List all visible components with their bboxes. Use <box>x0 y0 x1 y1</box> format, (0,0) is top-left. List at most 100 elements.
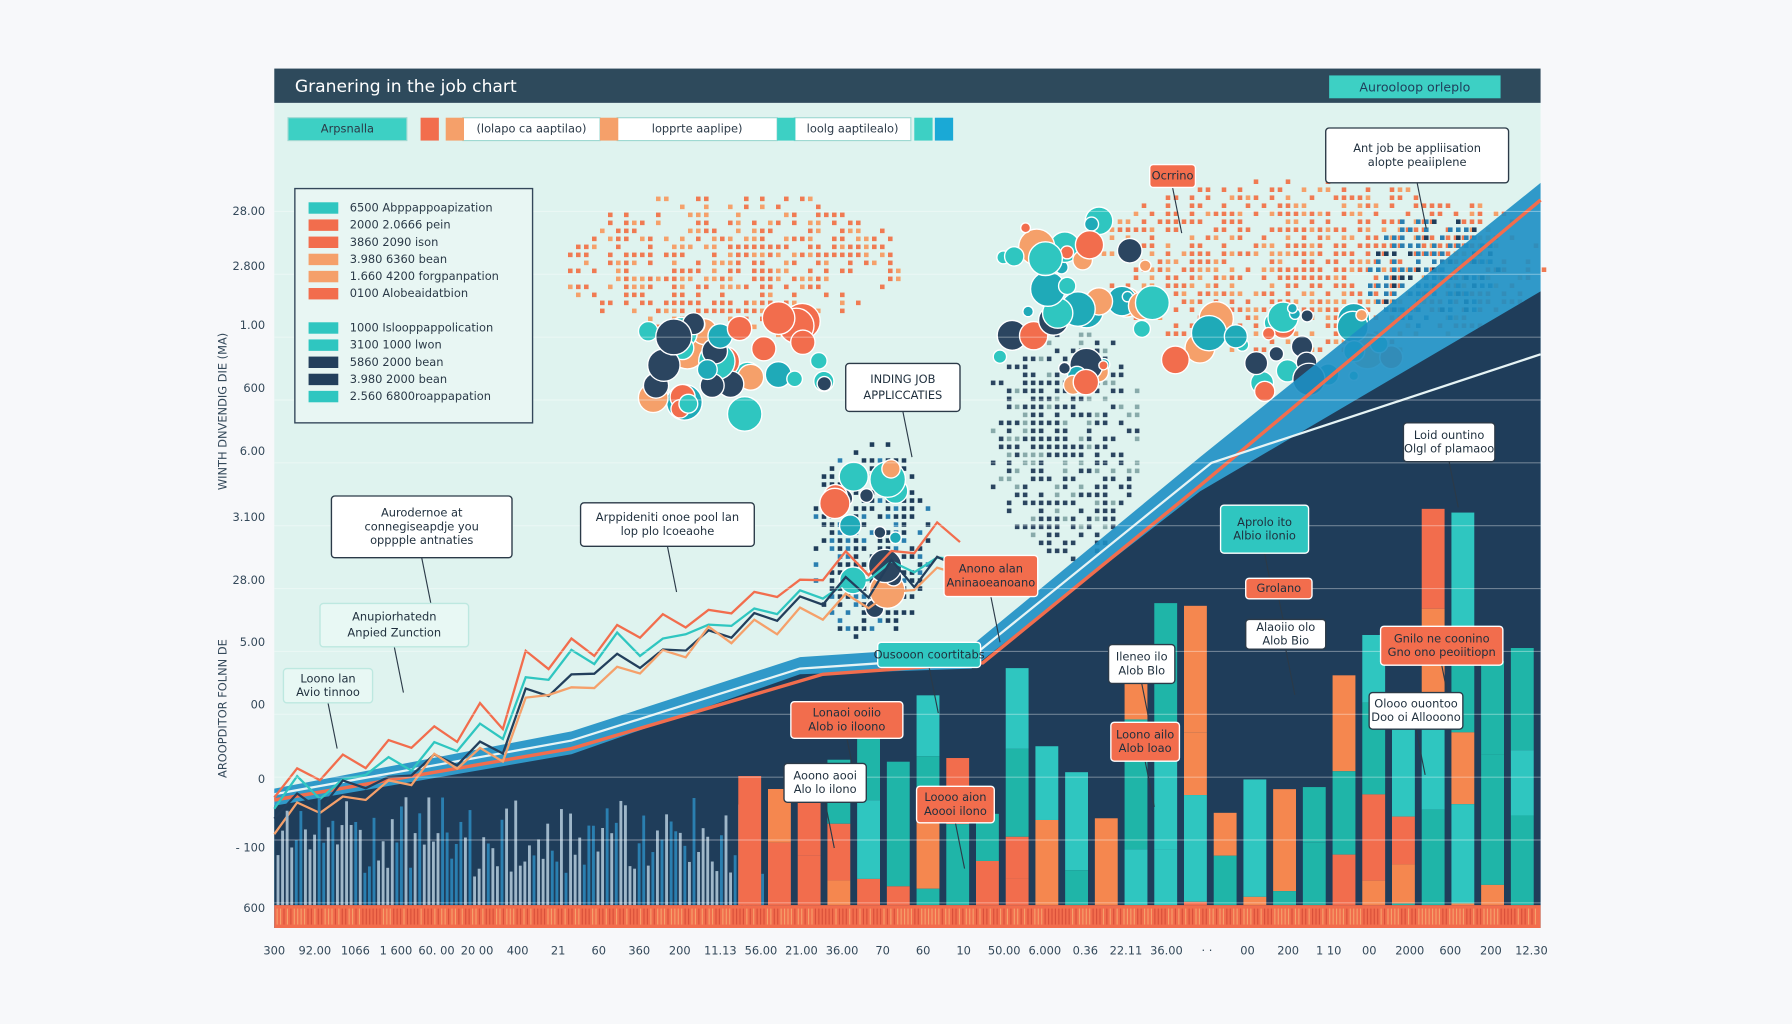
map-dot <box>1269 259 1275 264</box>
map-dot <box>1165 227 1171 232</box>
thin-bar <box>386 867 390 906</box>
map-dot <box>1030 460 1036 466</box>
strip-tick <box>1072 908 1074 925</box>
map-dot <box>1317 227 1323 232</box>
map-dot <box>1333 299 1339 304</box>
map-dot <box>1062 484 1068 490</box>
strip-tick <box>609 908 611 925</box>
map-dot <box>1221 211 1227 216</box>
map-dot <box>760 284 765 290</box>
strip-tick <box>873 908 875 925</box>
map-dot <box>1376 267 1381 272</box>
strip-tick <box>1243 908 1245 925</box>
map-dot <box>1325 227 1331 232</box>
map-dot <box>1416 259 1421 264</box>
bar-segment <box>1184 901 1207 906</box>
strip-tick <box>928 908 930 925</box>
map-dot <box>864 244 869 250</box>
map-dot <box>1453 211 1459 216</box>
strip-tick <box>1144 908 1146 925</box>
annotation-text: Aurodernoe at <box>381 506 463 520</box>
map-dot <box>1110 476 1116 482</box>
map-dot <box>1325 259 1331 264</box>
y-axis-label: 28.00 <box>232 204 265 218</box>
strip-tick <box>869 908 871 925</box>
map-dot <box>1429 211 1435 216</box>
strip-tick <box>787 908 789 925</box>
map-dot <box>1384 299 1389 304</box>
strip-tick <box>1137 908 1139 925</box>
map-dot <box>608 300 613 306</box>
map-dot <box>1309 251 1315 256</box>
tab-chip <box>914 117 933 141</box>
map-dot <box>728 316 733 322</box>
map-dot <box>760 260 765 266</box>
map-dot <box>1285 299 1291 304</box>
thin-bar <box>555 861 559 906</box>
strip-tick <box>1099 908 1101 925</box>
map-bubble <box>1355 308 1368 322</box>
bar-segment <box>1362 794 1386 881</box>
map-dot <box>901 522 907 527</box>
map-dot <box>1341 235 1347 240</box>
bar-segment <box>1124 849 1148 906</box>
strip-tick <box>1270 908 1272 925</box>
map-dot <box>909 506 915 511</box>
thin-bar <box>523 861 527 906</box>
map-dot <box>853 634 859 639</box>
map-dot <box>1464 227 1469 232</box>
strip-tick <box>595 908 597 925</box>
map-dot <box>853 546 859 551</box>
map-dot <box>1245 251 1251 256</box>
map-dot <box>1054 436 1060 442</box>
map-dot <box>1133 275 1139 280</box>
map-dot <box>1269 267 1275 272</box>
strip-tick <box>454 908 456 925</box>
map-dot <box>712 244 717 250</box>
bar-segment <box>1184 605 1207 733</box>
strip-tick <box>444 908 446 925</box>
strip-tick <box>691 908 693 925</box>
map-dot <box>752 300 757 306</box>
dark-area <box>274 291 1541 928</box>
bar-segment <box>1362 880 1386 906</box>
map-dot <box>1285 195 1291 200</box>
map-dot <box>1392 275 1397 280</box>
map-dot <box>640 252 645 258</box>
map-dot <box>1189 259 1195 264</box>
map-dot <box>1038 404 1044 410</box>
strip-tick <box>952 908 954 925</box>
strip-tick <box>321 908 323 925</box>
map-dot <box>688 300 693 306</box>
map-dot <box>1229 195 1235 200</box>
map-dot <box>1392 251 1397 256</box>
map-dot <box>1269 211 1275 216</box>
map-dot <box>672 308 677 314</box>
map-dot <box>808 276 813 282</box>
map-dot <box>1022 404 1028 410</box>
strip-tick <box>338 908 340 925</box>
map-dot <box>1054 420 1060 426</box>
strip-tick <box>753 908 755 925</box>
map-dot <box>688 212 693 218</box>
strip-tick <box>1130 908 1132 925</box>
map-dot <box>1070 348 1076 354</box>
map-dot <box>1134 412 1140 418</box>
thin-bar <box>404 797 408 906</box>
map-dot <box>760 244 765 250</box>
strip-tick <box>1157 908 1159 925</box>
thin-bar <box>491 848 495 906</box>
map-dot <box>640 276 645 282</box>
map-dot <box>1245 227 1251 232</box>
map-dot <box>1309 219 1315 224</box>
tab-chip <box>445 117 464 141</box>
bar-segment <box>797 788 821 856</box>
map-dot <box>853 602 859 607</box>
map-dot <box>608 284 613 290</box>
map-dot <box>728 244 733 250</box>
y-axis-label: 600 <box>243 381 265 395</box>
map-dot <box>728 204 733 210</box>
map-dot <box>1030 444 1036 450</box>
map-dot <box>861 538 867 543</box>
